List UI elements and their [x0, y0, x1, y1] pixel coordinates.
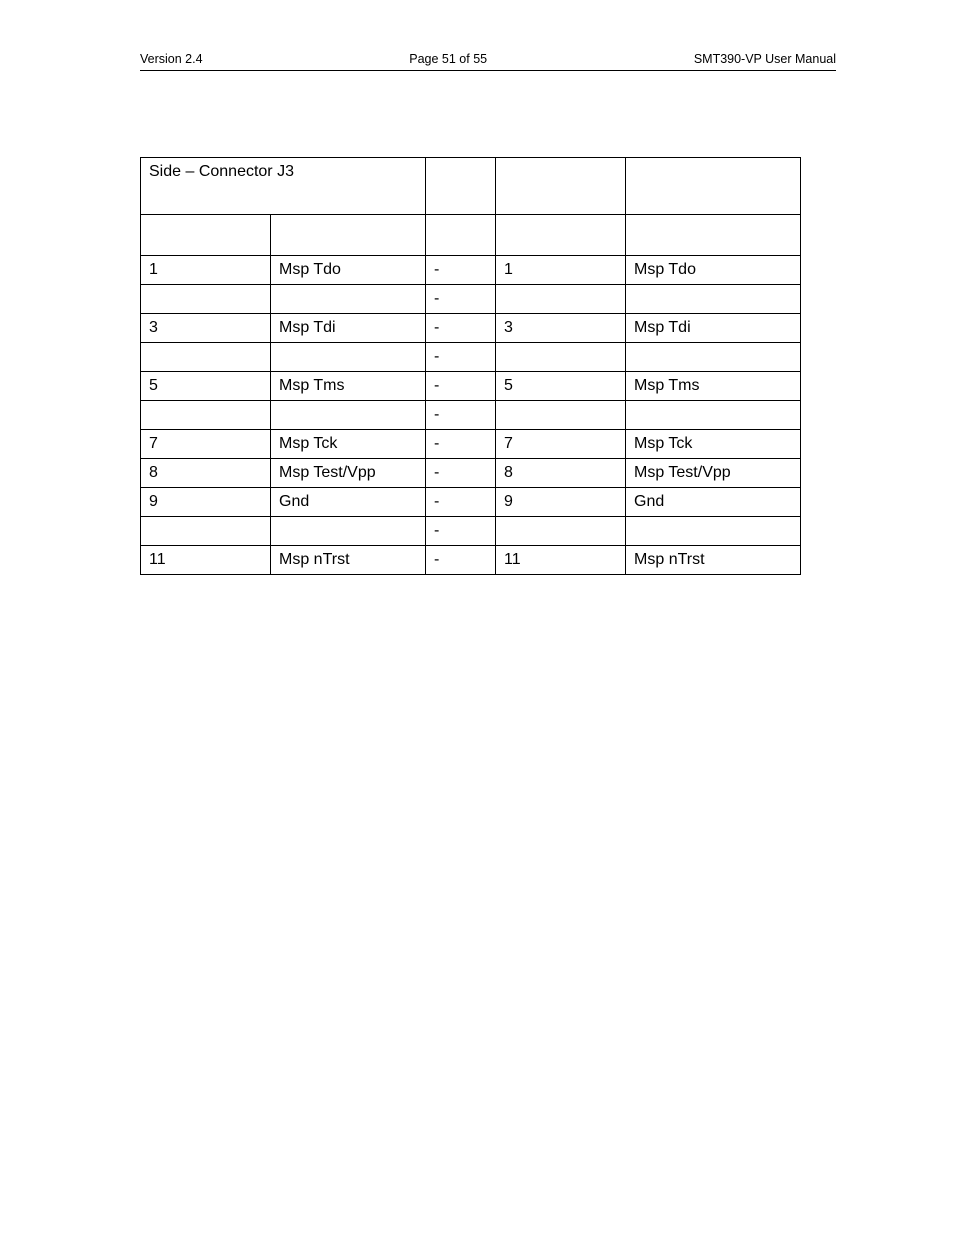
pin-right-cell	[496, 285, 626, 314]
table-row: -	[141, 401, 801, 430]
pin-right-cell: 8	[496, 459, 626, 488]
pin-left-cell: 9	[141, 488, 271, 517]
signal-left-cell	[271, 285, 426, 314]
sep-cell: -	[426, 517, 496, 546]
table-row: 9 Gnd - 9 Gnd	[141, 488, 801, 517]
connector-table-container: Side – Connector J3 1 Msp Tdo - 1	[140, 157, 800, 575]
signal-right-cell: Msp Tck	[626, 430, 801, 459]
pin-left-cell	[141, 285, 271, 314]
signal-right-cell	[626, 343, 801, 372]
pin-right-cell: 1	[496, 256, 626, 285]
table-row: -	[141, 517, 801, 546]
signal-right-cell	[626, 517, 801, 546]
signal-left-cell	[271, 343, 426, 372]
pin-left-cell	[141, 343, 271, 372]
pin-right-cell	[496, 343, 626, 372]
table-row: 3 Msp Tdi - 3 Msp Tdi	[141, 314, 801, 343]
signal-left-cell: Msp Tms	[271, 372, 426, 401]
version-label: Version 2.4	[140, 52, 203, 66]
header-divider	[140, 70, 836, 71]
sep-cell: -	[426, 343, 496, 372]
table-cell	[496, 158, 626, 215]
signal-right-cell: Msp Test/Vpp	[626, 459, 801, 488]
pin-left-cell	[141, 401, 271, 430]
table-cell	[626, 215, 801, 256]
pin-left-cell: 3	[141, 314, 271, 343]
pin-right-cell: 7	[496, 430, 626, 459]
signal-left-cell: Gnd	[271, 488, 426, 517]
table-blank-header-row	[141, 215, 801, 256]
sep-cell: -	[426, 314, 496, 343]
table-cell	[426, 158, 496, 215]
signal-right-cell: Msp Tdo	[626, 256, 801, 285]
sep-cell: -	[426, 546, 496, 575]
signal-right-cell: Msp Tms	[626, 372, 801, 401]
signal-right-cell	[626, 401, 801, 430]
signal-left-cell: Msp nTrst	[271, 546, 426, 575]
document-title: SMT390-VP User Manual	[694, 52, 836, 66]
signal-right-cell	[626, 285, 801, 314]
pin-left-cell	[141, 517, 271, 546]
pin-right-cell: 9	[496, 488, 626, 517]
signal-left-cell: Msp Tdo	[271, 256, 426, 285]
signal-left-cell	[271, 401, 426, 430]
table-row: 8 Msp Test/Vpp - 8 Msp Test/Vpp	[141, 459, 801, 488]
table-title-row: Side – Connector J3	[141, 158, 801, 215]
sep-cell: -	[426, 285, 496, 314]
table-row: -	[141, 343, 801, 372]
table-cell	[426, 215, 496, 256]
sep-cell: -	[426, 401, 496, 430]
signal-right-cell: Gnd	[626, 488, 801, 517]
table-row: 5 Msp Tms - 5 Msp Tms	[141, 372, 801, 401]
table-cell	[626, 158, 801, 215]
signal-left-cell	[271, 517, 426, 546]
pin-right-cell: 5	[496, 372, 626, 401]
table-cell	[141, 215, 271, 256]
pin-right-cell	[496, 517, 626, 546]
page: Version 2.4 Page 51 of 55 SMT390-VP User…	[0, 0, 954, 1235]
table-row: 7 Msp Tck - 7 Msp Tck	[141, 430, 801, 459]
table-row: -	[141, 285, 801, 314]
sep-cell: -	[426, 459, 496, 488]
signal-left-cell: Msp Test/Vpp	[271, 459, 426, 488]
header-row: Version 2.4 Page 51 of 55 SMT390-VP User…	[140, 52, 836, 70]
sep-cell: -	[426, 488, 496, 517]
pin-left-cell: 1	[141, 256, 271, 285]
page-header: Version 2.4 Page 51 of 55 SMT390-VP User…	[140, 52, 836, 71]
page-number-label: Page 51 of 55	[409, 52, 487, 66]
table-cell	[496, 215, 626, 256]
pin-left-cell: 5	[141, 372, 271, 401]
signal-left-cell: Msp Tdi	[271, 314, 426, 343]
sep-cell: -	[426, 430, 496, 459]
pin-right-cell: 11	[496, 546, 626, 575]
pin-right-cell	[496, 401, 626, 430]
connector-table: Side – Connector J3 1 Msp Tdo - 1	[140, 157, 801, 575]
table-title: Side – Connector J3	[141, 158, 426, 215]
table-cell	[271, 215, 426, 256]
pin-left-cell: 11	[141, 546, 271, 575]
signal-right-cell: Msp Tdi	[626, 314, 801, 343]
signal-right-cell: Msp nTrst	[626, 546, 801, 575]
signal-left-cell: Msp Tck	[271, 430, 426, 459]
sep-cell: -	[426, 256, 496, 285]
sep-cell: -	[426, 372, 496, 401]
table-row: 1 Msp Tdo - 1 Msp Tdo	[141, 256, 801, 285]
pin-left-cell: 7	[141, 430, 271, 459]
pin-right-cell: 3	[496, 314, 626, 343]
pin-left-cell: 8	[141, 459, 271, 488]
table-row: 11 Msp nTrst - 11 Msp nTrst	[141, 546, 801, 575]
